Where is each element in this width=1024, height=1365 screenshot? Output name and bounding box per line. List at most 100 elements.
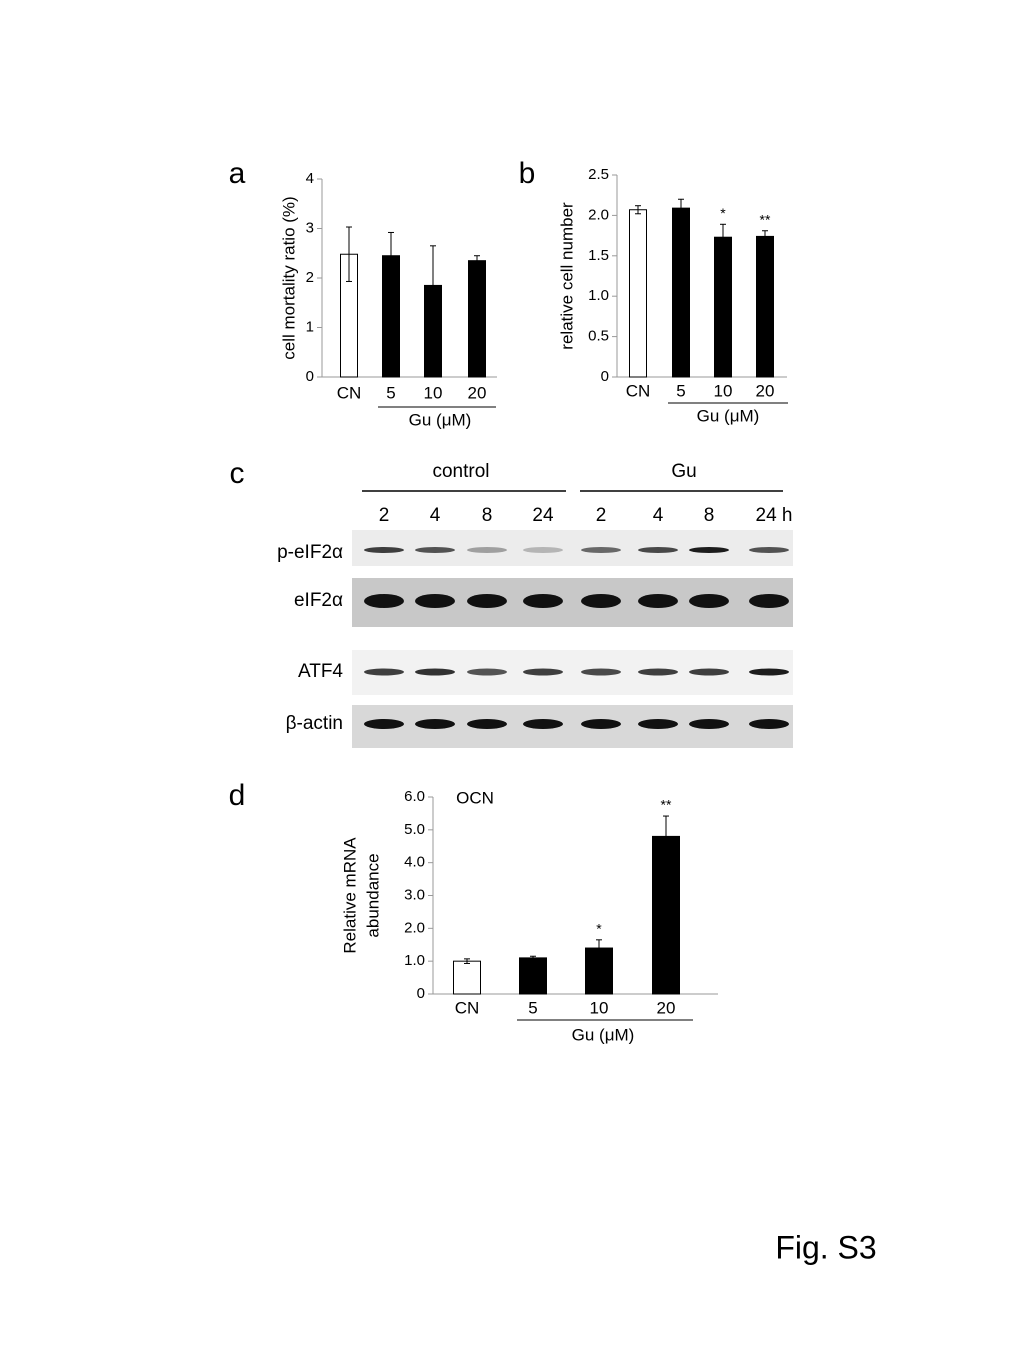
chart-label: OCN [456,788,494,807]
timepoint-label: 8 [704,505,715,526]
row-label: ATF4 [298,661,343,682]
y-tick-label: 0 [601,368,609,385]
bar [756,235,774,378]
x-tick-label: 5 [528,998,537,1017]
y-axis-label: abundance [363,853,382,937]
row-label: β-actin [286,713,343,734]
y-tick-label: 2.0 [404,919,425,936]
x-tick-label: CN [626,381,651,400]
x-tick-label: 10 [590,998,609,1017]
blot-band [581,547,621,553]
bar [672,207,690,378]
blot-strip [352,530,793,566]
blot-band [638,668,678,676]
group-label: Gu (μM) [409,410,472,429]
blot-band [467,668,507,676]
blot-band [581,668,621,676]
blot-band [523,668,563,676]
y-tick-label: 0 [417,985,425,1002]
panel-label: a [229,157,246,190]
blot-band [749,668,789,676]
blot-band [415,547,455,553]
x-tick-label: 5 [676,381,685,400]
bar [453,960,481,995]
y-tick-label: 2.0 [588,206,609,223]
blot-band [689,719,729,729]
y-tick-label: 2 [306,269,314,286]
y-tick-label: 1.0 [588,287,609,304]
y-tick-label: 4 [306,170,314,187]
timepoint-label: 24 [532,505,554,526]
y-tick-label: 0 [306,368,314,385]
blot-band [415,668,455,676]
timepoint-label: 24 h [756,505,793,526]
blot-band [581,594,621,608]
panel-label: b [519,157,536,190]
x-tick-label: 10 [424,383,443,402]
blot-band [364,668,404,676]
y-axis-label: relative cell number [557,202,576,350]
timepoint-label: 2 [379,505,390,526]
y-tick-label: 6.0 [404,788,425,805]
y-axis-label: Relative mRNA [340,837,359,954]
y-tick-label: 1 [306,318,314,335]
y-tick-label: 1.0 [404,952,425,969]
timepoint-label: 4 [430,505,441,526]
y-tick-label: 3.0 [404,886,425,903]
blot-band [364,719,404,729]
bar [652,835,680,995]
significance: * [596,921,602,937]
blot-band [523,719,563,729]
blot-band [523,594,563,608]
y-tick-label: 5.0 [404,821,425,838]
x-tick-label: 10 [714,381,733,400]
blot-band [638,719,678,729]
y-axis-label: cell mortality ratio (%) [279,196,298,359]
blot-band [523,547,563,553]
x-tick-label: 5 [386,383,395,402]
blot-band [749,594,789,608]
blot-band [638,594,678,608]
significance: * [720,205,726,221]
bar [519,957,547,995]
group-label: Gu (μM) [572,1025,635,1044]
blot-band [749,719,789,729]
panel-label: c [230,457,245,490]
y-tick-label: 2.5 [588,166,609,183]
blot-band [581,719,621,729]
y-tick-label: 0.5 [588,328,609,345]
blot-band [689,547,729,553]
group-label: control [432,461,489,482]
blot-band [467,719,507,729]
bar [714,236,732,378]
significance: ** [661,797,672,813]
y-tick-label: 1.5 [588,247,609,264]
blot-band [467,547,507,553]
x-tick-label: 20 [756,381,775,400]
blot-band [467,594,507,608]
bar [468,260,486,378]
row-label: p-eIF2α [277,542,343,563]
significance: ** [760,211,771,227]
blot-band [415,719,455,729]
row-label: eIF2α [294,590,343,611]
y-tick-label: 3 [306,219,314,236]
y-tick-label: 4.0 [404,854,425,871]
bar [629,209,647,378]
blot-band [689,594,729,608]
x-tick-label: 20 [468,383,487,402]
x-tick-label: CN [455,998,480,1017]
group-label: Gu (μM) [697,406,760,425]
timepoint-label: 2 [596,505,607,526]
x-tick-label: CN [337,383,362,402]
panel-label: d [229,779,246,812]
blot-band [364,594,404,608]
figure-label: Fig. S3 [775,1229,876,1265]
blot-band [638,547,678,553]
timepoint-label: 8 [482,505,493,526]
blot-band [364,547,404,553]
blot-band [415,594,455,608]
timepoint-label: 4 [653,505,664,526]
group-label: Gu [671,461,696,482]
